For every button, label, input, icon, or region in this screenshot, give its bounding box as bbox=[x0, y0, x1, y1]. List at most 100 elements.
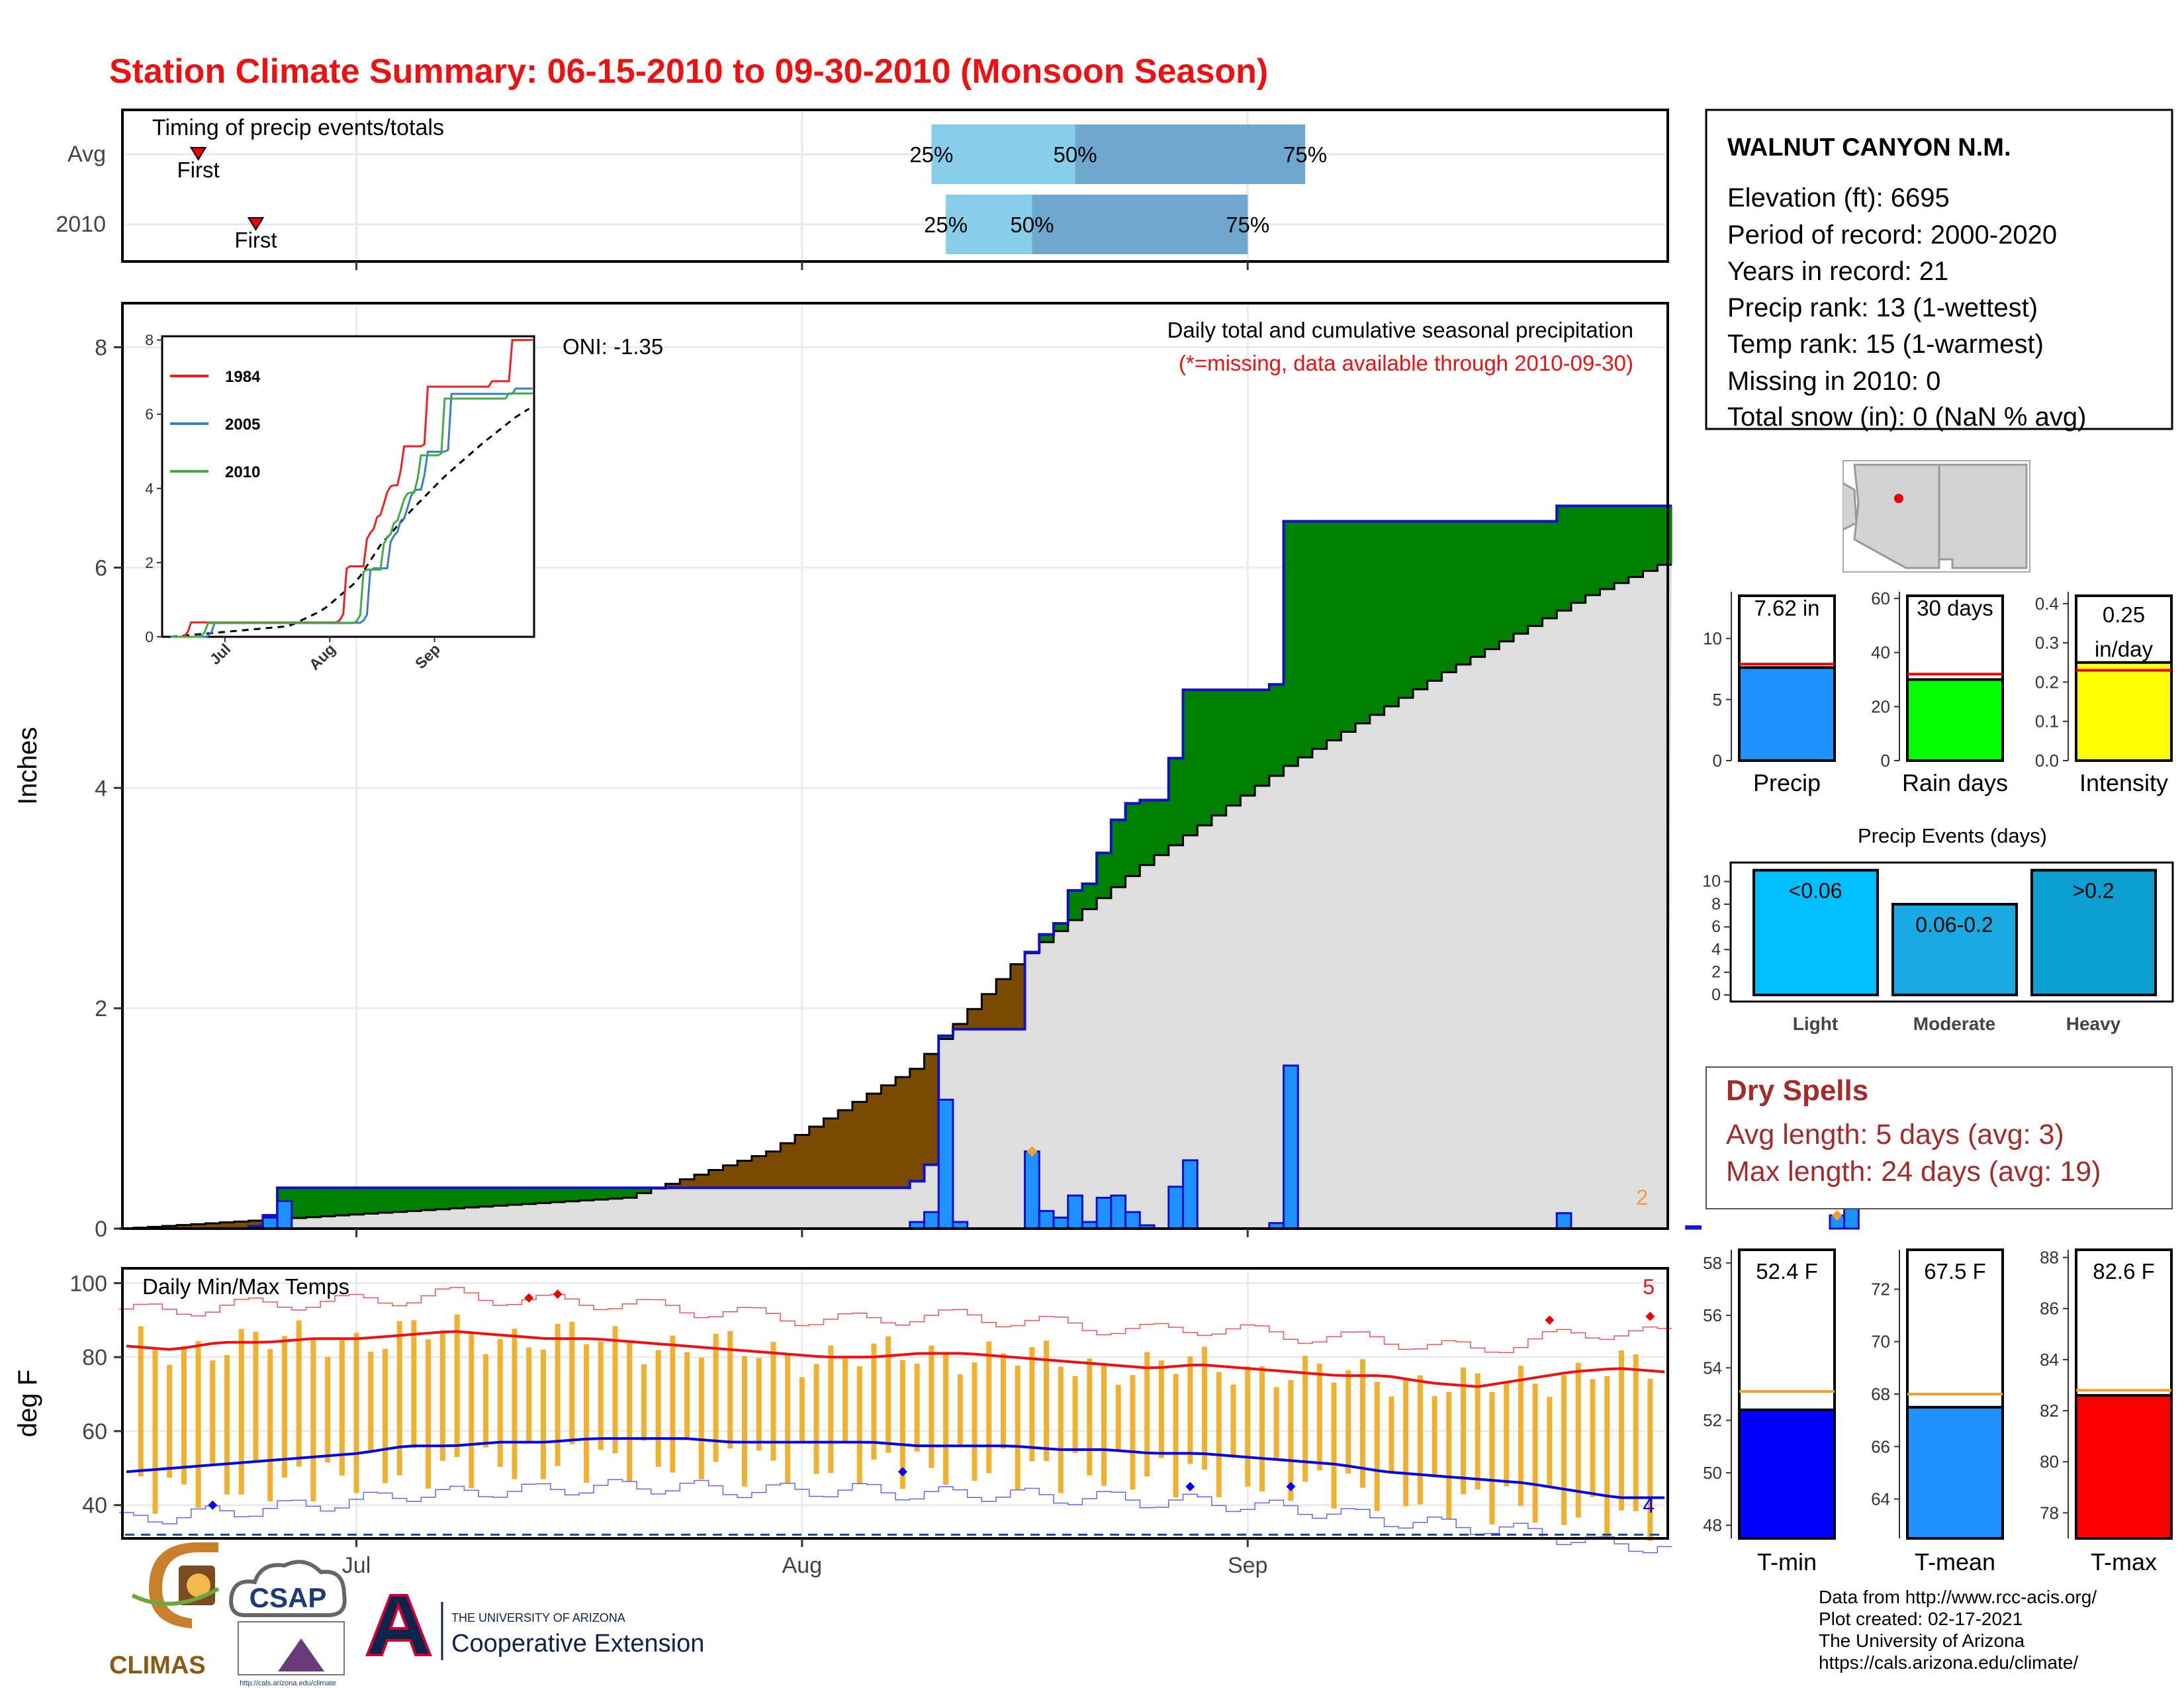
first-event-marker bbox=[247, 217, 265, 231]
quartile-label: 75% bbox=[1283, 142, 1327, 167]
average-max-temp-line bbox=[126, 1330, 1665, 1388]
summary-y-tick-label: 40 bbox=[1871, 643, 1890, 663]
daily-temp-bar bbox=[1087, 1358, 1093, 1476]
daily-temp-bar bbox=[1115, 1384, 1121, 1451]
daily-temp-bar bbox=[1000, 1353, 1006, 1449]
station-snow: Total snow (in): 0 (NaN % avg) bbox=[1727, 402, 2086, 432]
temp-summary-bars: 48 50 52 54 56 58 52.4 F T-min 64 66 68 70 72 67.5 F T… bbox=[1703, 1248, 2173, 1575]
events-bar-Light bbox=[1752, 868, 1879, 996]
dry-spells-avg: Avg length: 5 days (avg: 3) bbox=[1726, 1119, 2064, 1150]
daily-temp-bar bbox=[483, 1354, 489, 1448]
below-average-band bbox=[723, 1165, 738, 1188]
temp-summary-y-tick-label: 58 bbox=[1703, 1253, 1722, 1273]
summary-y-tick-label: 0.2 bbox=[2035, 672, 2059, 692]
above-average-band bbox=[392, 1188, 408, 1212]
temp-summary-y-tick-label: 86 bbox=[2040, 1299, 2059, 1319]
daily-precip-bar bbox=[1124, 1211, 1141, 1230]
timing-row-label-avg: Avg bbox=[68, 142, 106, 167]
events-category-label: Light bbox=[1793, 1013, 1838, 1034]
temp-y-tick-label: 80 bbox=[82, 1345, 107, 1370]
dry-spells-title: Dry Spells bbox=[1726, 1074, 1868, 1107]
above-average-band bbox=[449, 1188, 465, 1209]
below-average-band bbox=[895, 1077, 911, 1188]
below-average-band bbox=[751, 1156, 767, 1188]
above-average-band bbox=[1614, 506, 1629, 583]
above-average-band bbox=[1570, 506, 1586, 603]
cumulative-min-area bbox=[119, 565, 1672, 1229]
above-average-band bbox=[637, 1188, 652, 1194]
summary-y-tick-label: 0 bbox=[1881, 751, 1890, 771]
events-y-tick-label: 10 bbox=[1702, 872, 1721, 891]
locator-map bbox=[1843, 460, 2030, 573]
summary-bars: 0 5 10 7.62 in Precip 0 20 40 60 30 days Rain days… bbox=[1703, 588, 2173, 796]
daily-temp-bar bbox=[1504, 1381, 1510, 1487]
above-average-band bbox=[1283, 521, 1298, 766]
above-average-band bbox=[1269, 684, 1285, 776]
station-period: Period of record: 2000-2020 bbox=[1727, 220, 2057, 250]
page-title: Station Climate Summary: 06-15-2010 to 0… bbox=[109, 52, 1268, 91]
daily-temp-bar bbox=[1245, 1366, 1251, 1487]
temp-summary-label: 67.5 F bbox=[1924, 1259, 1986, 1284]
above-average-band bbox=[1557, 506, 1572, 611]
record-high-marker bbox=[524, 1293, 534, 1303]
above-average-band bbox=[565, 1188, 580, 1201]
below-average-band bbox=[881, 1085, 896, 1188]
events-bar-Moderate bbox=[1891, 902, 2018, 997]
record-low-marker bbox=[897, 1467, 907, 1477]
temp-x-tick-label: Sep bbox=[1228, 1553, 1268, 1578]
daily-temp-bar bbox=[670, 1335, 676, 1473]
daily-temp-bar bbox=[181, 1346, 187, 1485]
quartile-bar-50-75 bbox=[1032, 195, 1248, 254]
below-average-band bbox=[981, 994, 997, 1029]
daily-precip-bar bbox=[1283, 1064, 1299, 1230]
temp-summary-y-tick-label: 70 bbox=[1871, 1332, 1890, 1352]
record-high-line bbox=[119, 1287, 1672, 1354]
below-average-band bbox=[737, 1160, 752, 1188]
above-average-band bbox=[1068, 890, 1083, 920]
temp-summary-y-tick-label: 66 bbox=[1871, 1436, 1890, 1456]
temp-summary-bar-T-min bbox=[1738, 1408, 1836, 1540]
multi-day-marker bbox=[1831, 1210, 1843, 1221]
daily-temp-bar bbox=[167, 1364, 173, 1478]
daily-temp-bar bbox=[569, 1321, 575, 1444]
below-average-band bbox=[694, 1174, 709, 1188]
timing-panel: Timing of precip events/totals Avg 2010 … bbox=[56, 109, 1843, 263]
temp-summary-y-tick-label: 82 bbox=[2040, 1401, 2059, 1421]
daily-temp-bar bbox=[325, 1356, 331, 1463]
daily-temp-bar bbox=[584, 1344, 590, 1483]
daily-temp-bar bbox=[856, 1366, 862, 1484]
temp-y-tick-label: 40 bbox=[82, 1493, 107, 1519]
footer-source: Data from http://www.rcc-acis.org/ bbox=[1819, 1587, 2097, 1607]
daily-temp-bar bbox=[1604, 1376, 1610, 1540]
events-bar-label: >0.2 bbox=[2072, 879, 2114, 903]
daily-temp-bar bbox=[339, 1340, 345, 1476]
daily-temp-bar bbox=[152, 1349, 158, 1514]
precip-subheader: (*=missing, data available through 2010-… bbox=[1179, 351, 1633, 375]
above-average-band bbox=[478, 1188, 494, 1207]
temp-x-tick-label: Aug bbox=[782, 1553, 823, 1578]
daily-temp-bar bbox=[267, 1349, 273, 1502]
daily-temp-bar bbox=[627, 1342, 633, 1481]
temp-summary-y-tick-label: 72 bbox=[1871, 1279, 1890, 1299]
above-average-band bbox=[1140, 800, 1155, 865]
daily-temp-bar bbox=[1202, 1346, 1208, 1470]
daily-temp-bar bbox=[914, 1364, 920, 1452]
summary-bar-label: 7.62 in bbox=[1754, 596, 1819, 620]
daily-temp-bar bbox=[943, 1353, 949, 1485]
above-average-band bbox=[1125, 803, 1140, 876]
record-low-line bbox=[119, 1479, 1672, 1554]
above-average-band bbox=[1398, 521, 1414, 698]
daily-temp-bar bbox=[770, 1342, 776, 1461]
daily-temp-bar bbox=[1331, 1382, 1337, 1509]
station-location-marker bbox=[1894, 494, 1903, 503]
above-average-band bbox=[1097, 853, 1112, 898]
daily-temp-bar bbox=[1029, 1347, 1035, 1462]
daily-temp-bar bbox=[785, 1354, 791, 1483]
daily-temp-bar bbox=[1403, 1379, 1409, 1507]
below-average-band bbox=[823, 1118, 839, 1188]
below-average-band bbox=[967, 1009, 982, 1029]
inset-line-2010 bbox=[171, 392, 533, 638]
new-mexico-shape bbox=[1938, 463, 2028, 569]
above-average-band bbox=[550, 1188, 566, 1203]
above-average-band bbox=[1226, 690, 1241, 806]
